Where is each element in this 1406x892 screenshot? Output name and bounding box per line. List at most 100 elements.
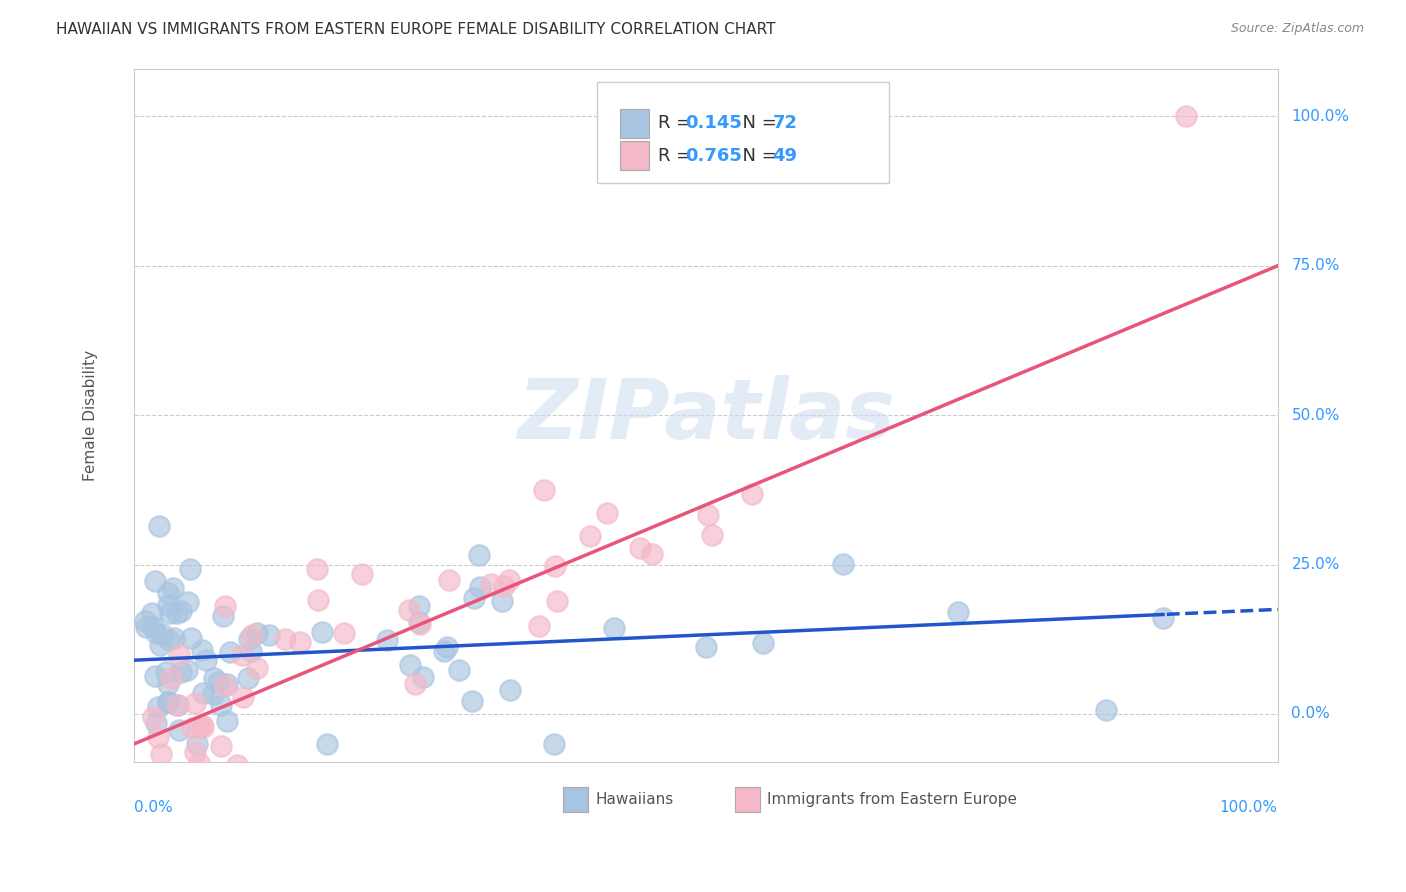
Point: [543, 737, 565, 751]
Point: [135, 619, 157, 633]
Point: [159, 632, 181, 647]
Point: [183, 696, 205, 710]
Bar: [620, 141, 648, 170]
Text: 25.0%: 25.0%: [1292, 558, 1340, 572]
Point: [288, 635, 311, 649]
Point: [219, 645, 242, 659]
Point: [398, 602, 420, 616]
Text: Female Disability: Female Disability: [83, 350, 98, 481]
Point: [134, 614, 156, 628]
Point: [166, 607, 188, 621]
Point: [156, 695, 179, 709]
Point: [202, 687, 225, 701]
Point: [180, 631, 202, 645]
Text: N =: N =: [731, 147, 783, 165]
Point: [188, 756, 211, 770]
Point: [150, 747, 173, 761]
Bar: [562, 787, 588, 812]
Point: [1175, 109, 1198, 123]
Text: R =: R =: [658, 147, 697, 165]
Point: [832, 557, 855, 571]
Point: [752, 636, 775, 650]
Point: [160, 671, 183, 685]
Point: [350, 567, 373, 582]
Point: [157, 677, 180, 691]
Point: [695, 640, 717, 655]
Point: [527, 619, 550, 633]
Point: [398, 658, 420, 673]
Point: [157, 598, 180, 612]
Point: [579, 529, 602, 543]
Point: [641, 547, 664, 561]
Point: [209, 698, 232, 712]
Text: Immigrants from Eastern Europe: Immigrants from Eastern Europe: [766, 792, 1017, 806]
Point: [499, 683, 522, 698]
Point: [231, 648, 253, 662]
Point: [166, 698, 188, 712]
Point: [332, 625, 354, 640]
Point: [408, 615, 430, 629]
Point: [603, 622, 626, 636]
Text: 0.0%: 0.0%: [1292, 706, 1330, 722]
Point: [215, 714, 238, 728]
Point: [246, 625, 269, 640]
Point: [596, 506, 619, 520]
Text: Hawaiians: Hawaiians: [595, 792, 673, 806]
Point: [148, 700, 170, 714]
Text: 75.0%: 75.0%: [1292, 259, 1340, 273]
Point: [274, 632, 297, 646]
Point: [470, 580, 492, 594]
Point: [177, 595, 200, 609]
Point: [179, 562, 201, 576]
Point: [375, 633, 398, 648]
Point: [191, 720, 214, 734]
Point: [696, 508, 718, 523]
Point: [412, 670, 434, 684]
Point: [232, 690, 254, 704]
Text: 0.765: 0.765: [685, 147, 742, 165]
Point: [437, 573, 460, 587]
Point: [162, 581, 184, 595]
Point: [167, 648, 190, 662]
Point: [461, 694, 484, 708]
Text: 49: 49: [772, 147, 797, 165]
Point: [214, 599, 236, 614]
Point: [209, 739, 232, 753]
Point: [202, 671, 225, 685]
Point: [214, 679, 236, 693]
Point: [408, 599, 430, 614]
Point: [163, 631, 186, 645]
Point: [145, 716, 167, 731]
Point: [191, 718, 214, 732]
Point: [491, 593, 513, 607]
Point: [159, 606, 181, 620]
Point: [141, 606, 163, 620]
Point: [305, 562, 328, 576]
Point: [195, 653, 218, 667]
Point: [149, 638, 172, 652]
Point: [257, 766, 280, 780]
Point: [700, 528, 723, 542]
Point: [217, 677, 239, 691]
Point: [404, 677, 426, 691]
Point: [157, 586, 180, 600]
Point: [187, 720, 209, 734]
Point: [433, 644, 456, 658]
Point: [167, 723, 190, 737]
Point: [238, 632, 260, 646]
Point: [141, 710, 163, 724]
Bar: [734, 787, 759, 812]
Point: [191, 642, 214, 657]
Point: [191, 686, 214, 700]
Point: [239, 643, 262, 657]
Text: 100.0%: 100.0%: [1220, 800, 1278, 815]
Point: [166, 698, 188, 713]
Point: [311, 624, 333, 639]
Point: [946, 606, 969, 620]
Point: [544, 559, 567, 574]
Text: HAWAIIAN VS IMMIGRANTS FROM EASTERN EUROPE FEMALE DISABILITY CORRELATION CHART: HAWAIIAN VS IMMIGRANTS FROM EASTERN EURO…: [56, 22, 776, 37]
Point: [1095, 703, 1118, 717]
Point: [143, 574, 166, 588]
Point: [546, 594, 568, 608]
Point: [142, 620, 165, 634]
